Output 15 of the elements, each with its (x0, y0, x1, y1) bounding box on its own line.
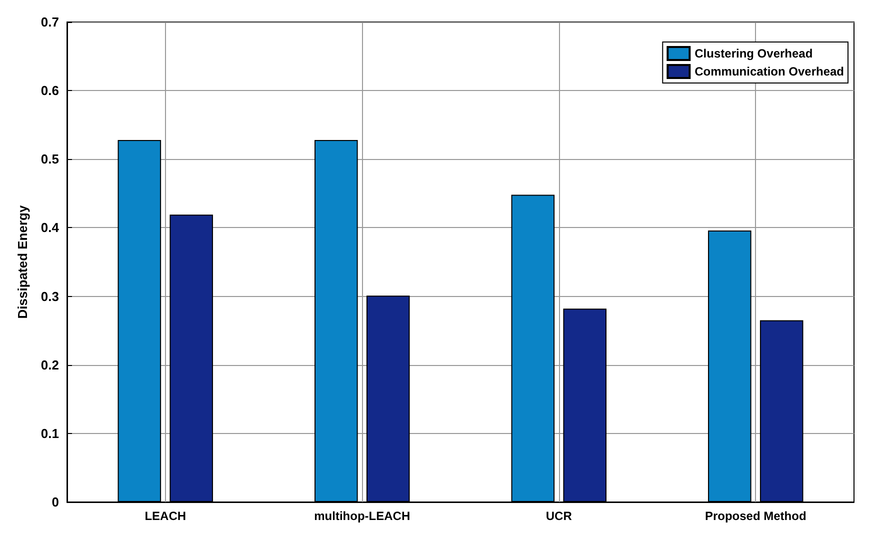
y-axis-title: Dissipated Energy (15, 204, 30, 319)
x-tick-label: multihop-LEACH (314, 509, 410, 523)
legend-label: Communication Overhead (694, 64, 844, 78)
y-tick-label: 0.6 (40, 83, 59, 98)
y-tick-label: 0 (52, 494, 59, 510)
y-tick-label: 0.4 (40, 220, 60, 236)
y-tick-label: 0.7 (40, 14, 59, 30)
y-tick-label: 0.5 (40, 152, 59, 167)
x-tick-label: Proposed Method (704, 509, 806, 523)
legend-label: Clustering Overhead (694, 46, 813, 60)
y-tick-label: 0.1 (40, 426, 59, 441)
y-tick-label: 0.2 (40, 357, 59, 372)
x-tick-label: UCR (546, 509, 572, 523)
x-tick-label: LEACH (144, 509, 186, 523)
y-tick-label: 0.3 (40, 288, 59, 304)
